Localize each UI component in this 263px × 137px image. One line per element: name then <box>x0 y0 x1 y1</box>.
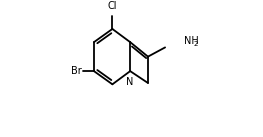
Text: Br: Br <box>71 66 82 76</box>
Text: 2: 2 <box>193 41 198 47</box>
Text: NH: NH <box>184 36 198 46</box>
Text: Cl: Cl <box>108 1 117 11</box>
Text: N: N <box>127 77 134 87</box>
